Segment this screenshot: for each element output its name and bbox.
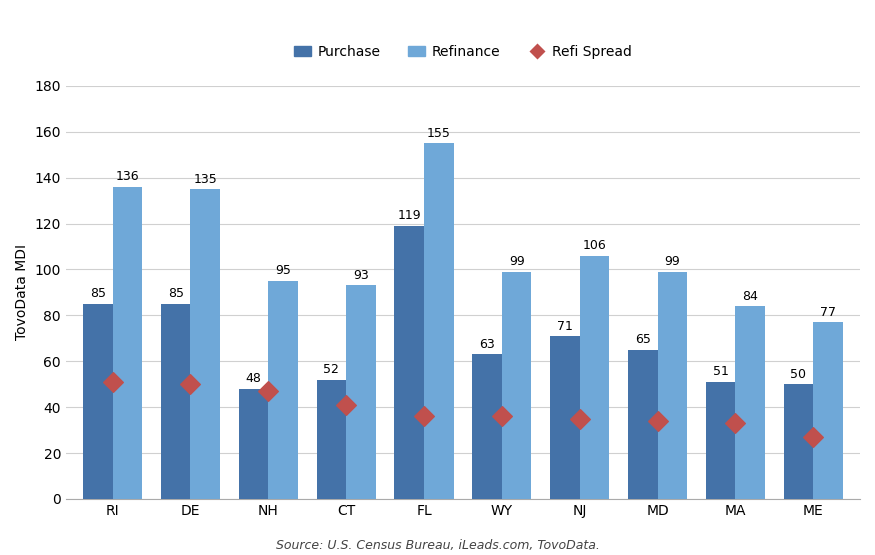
Text: 136: 136: [116, 170, 139, 183]
Point: [806, 432, 820, 441]
Point: [184, 380, 198, 388]
Bar: [269, 281, 298, 499]
Text: 65: 65: [635, 334, 651, 346]
Bar: [658, 272, 687, 499]
Point: [340, 400, 354, 409]
Text: 135: 135: [193, 173, 217, 186]
Point: [262, 387, 276, 396]
Text: 71: 71: [557, 320, 573, 332]
Text: 84: 84: [742, 290, 758, 302]
Text: 50: 50: [790, 368, 807, 381]
Bar: [395, 226, 424, 499]
Bar: [161, 304, 191, 499]
Point: [573, 414, 587, 423]
Legend: Purchase, Refinance, Refi Spread: Purchase, Refinance, Refi Spread: [289, 39, 638, 64]
Text: 106: 106: [583, 239, 606, 252]
Bar: [113, 187, 143, 499]
Bar: [317, 380, 346, 499]
Point: [729, 419, 743, 428]
Bar: [628, 350, 658, 499]
Bar: [424, 143, 453, 499]
Text: 155: 155: [427, 127, 451, 140]
Text: 85: 85: [168, 287, 184, 300]
Bar: [784, 384, 813, 499]
Bar: [346, 285, 375, 499]
Text: 63: 63: [480, 338, 495, 351]
Point: [495, 412, 509, 421]
Point: [106, 377, 120, 386]
Bar: [473, 354, 502, 499]
Text: 95: 95: [275, 264, 291, 278]
Bar: [813, 322, 843, 499]
Text: 77: 77: [820, 306, 836, 319]
Bar: [239, 388, 269, 499]
Text: Source: U.S. Census Bureau, iLeads.com, TovoData.: Source: U.S. Census Bureau, iLeads.com, …: [276, 539, 599, 552]
Bar: [706, 382, 736, 499]
Text: 85: 85: [90, 287, 106, 300]
Text: 99: 99: [508, 255, 524, 268]
Bar: [83, 304, 113, 499]
Text: 52: 52: [324, 363, 340, 376]
Bar: [191, 189, 220, 499]
Bar: [502, 272, 531, 499]
Point: [417, 412, 431, 421]
Bar: [550, 336, 580, 499]
Text: 119: 119: [397, 209, 421, 223]
Y-axis label: TovoData MDI: TovoData MDI: [15, 244, 29, 340]
Point: [651, 416, 665, 425]
Text: 99: 99: [664, 255, 680, 268]
Bar: [736, 306, 765, 499]
Text: 48: 48: [246, 372, 262, 385]
Text: 93: 93: [354, 269, 369, 282]
Text: 51: 51: [713, 365, 729, 379]
Bar: [580, 256, 609, 499]
